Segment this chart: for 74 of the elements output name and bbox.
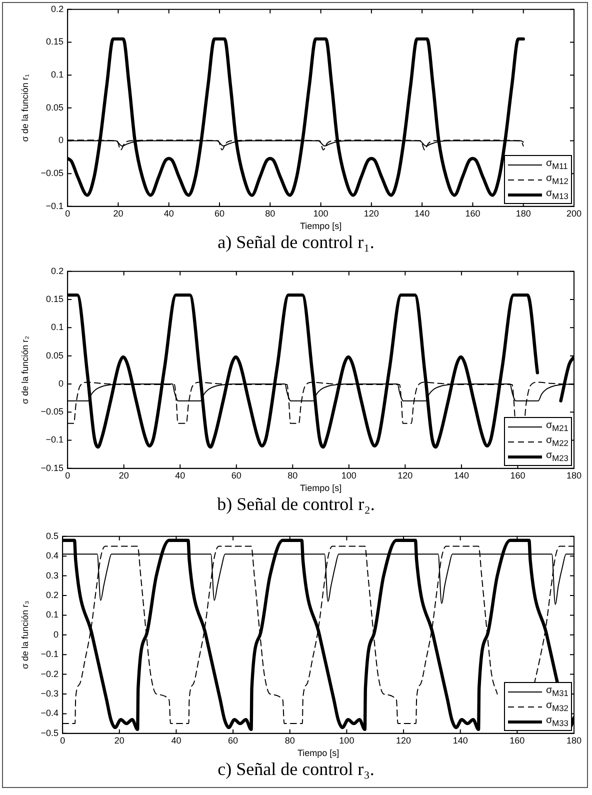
x-tick-label: 40	[164, 208, 174, 218]
y-tick-label: 0.05	[46, 350, 64, 360]
y-tick-label: −0.2	[40, 668, 59, 679]
x-tick-label: 200	[566, 208, 582, 218]
legend-label: σ$_{M13}$	[546, 188, 568, 202]
y-axis-title: σ de la función r₁	[20, 74, 30, 142]
y-tick-label: 0.15	[46, 36, 64, 47]
y-tick-label: 0	[54, 629, 59, 640]
x-tick-label: 80	[265, 208, 276, 218]
x-tick-label: 120	[396, 735, 412, 746]
x-tick-label: 160	[510, 470, 526, 480]
x-tick-label: 60	[228, 735, 238, 746]
x-tick-label: 160	[465, 208, 480, 218]
x-axis-title: Tiempo [s]	[300, 221, 342, 232]
x-tick-label: 40	[175, 470, 186, 480]
x-tick-label: 120	[364, 208, 379, 218]
y-tick-label: −0.1	[40, 649, 59, 660]
y-tick-label: 0.5	[46, 530, 59, 541]
y-tick-label: −0.05	[40, 168, 64, 178]
legend-label: σ$_{M11}$	[546, 158, 568, 172]
x-tick-label: 100	[313, 208, 328, 218]
x-tick-label: 140	[452, 735, 468, 746]
y-tick-label: 0.1	[51, 70, 64, 80]
x-tick-label: 120	[398, 470, 413, 480]
y-tick-label: 0.15	[46, 294, 64, 304]
x-tick-label: 180	[566, 735, 582, 746]
y-tick-label: −0.1	[46, 200, 64, 211]
y-tick-label: 0.2	[46, 590, 59, 600]
y-axis-title: σ de la función r₃	[20, 600, 30, 670]
y-tick-label: 0.1	[51, 322, 64, 332]
x-tick-label: 80	[284, 735, 295, 746]
y-tick-label: −0.5	[40, 728, 59, 738]
y-tick-label: −0.4	[40, 708, 59, 718]
x-tick-label: 0	[65, 208, 70, 218]
y-tick-label: 0.1	[46, 610, 59, 620]
y-tick-label: −0.3	[40, 688, 59, 698]
y-tick-label: −0.1	[46, 434, 64, 445]
x-tick-label: 140	[454, 470, 469, 480]
legend-label: σ$_{M31}$	[546, 685, 568, 698]
x-tick-label: 20	[114, 735, 124, 746]
y-tick-label: 0.05	[46, 102, 64, 112]
text: a) Señal de control r₁.	[216, 232, 376, 253]
x-tick-label: 60	[214, 208, 225, 218]
text: c) Señal de control r₃.	[216, 759, 376, 780]
y-tick-label: 0	[58, 135, 64, 146]
x-tick-label: 20	[113, 208, 124, 218]
text: b) Señal de control r₂.	[216, 494, 376, 515]
x-axis-title: Tiempo [s]	[300, 483, 342, 494]
x-tick-label: 100	[339, 735, 354, 746]
legend-label: σ$_{M33}$	[546, 715, 568, 728]
x-tick-label: 80	[288, 470, 298, 480]
legend-label: σ$_{M32}$	[546, 700, 568, 714]
x-axis-title: Tiempo [s]	[297, 748, 340, 758]
y-tick-label: 0.2	[51, 266, 64, 276]
legend-label: σ$_{M22}$	[546, 435, 568, 448]
y-axis-title: σ de la función r₂	[20, 335, 30, 404]
y-tick-label: −0.05	[40, 406, 64, 417]
legend-label: σ$_{M21}$	[546, 420, 568, 434]
x-tick-label: 60	[231, 470, 242, 480]
legend-label: σ$_{M12}$	[546, 173, 568, 186]
x-tick-label: 180	[516, 208, 531, 218]
y-tick-label: 0.3	[46, 570, 59, 580]
legend-label: σ$_{M23}$	[546, 450, 568, 464]
x-tick-label: 160	[510, 735, 525, 746]
x-tick-label: 20	[118, 470, 129, 480]
y-tick-label: 0.4	[46, 550, 59, 561]
x-tick-label: 100	[341, 470, 356, 480]
x-tick-label: 140	[414, 208, 430, 218]
y-tick-label: 0	[58, 378, 64, 388]
x-tick-label: 0	[65, 470, 70, 480]
y-tick-label: −0.15	[40, 462, 64, 473]
x-tick-label: 180	[566, 470, 582, 480]
x-tick-label: 40	[171, 735, 182, 746]
y-tick-label: 0.2	[51, 4, 64, 14]
